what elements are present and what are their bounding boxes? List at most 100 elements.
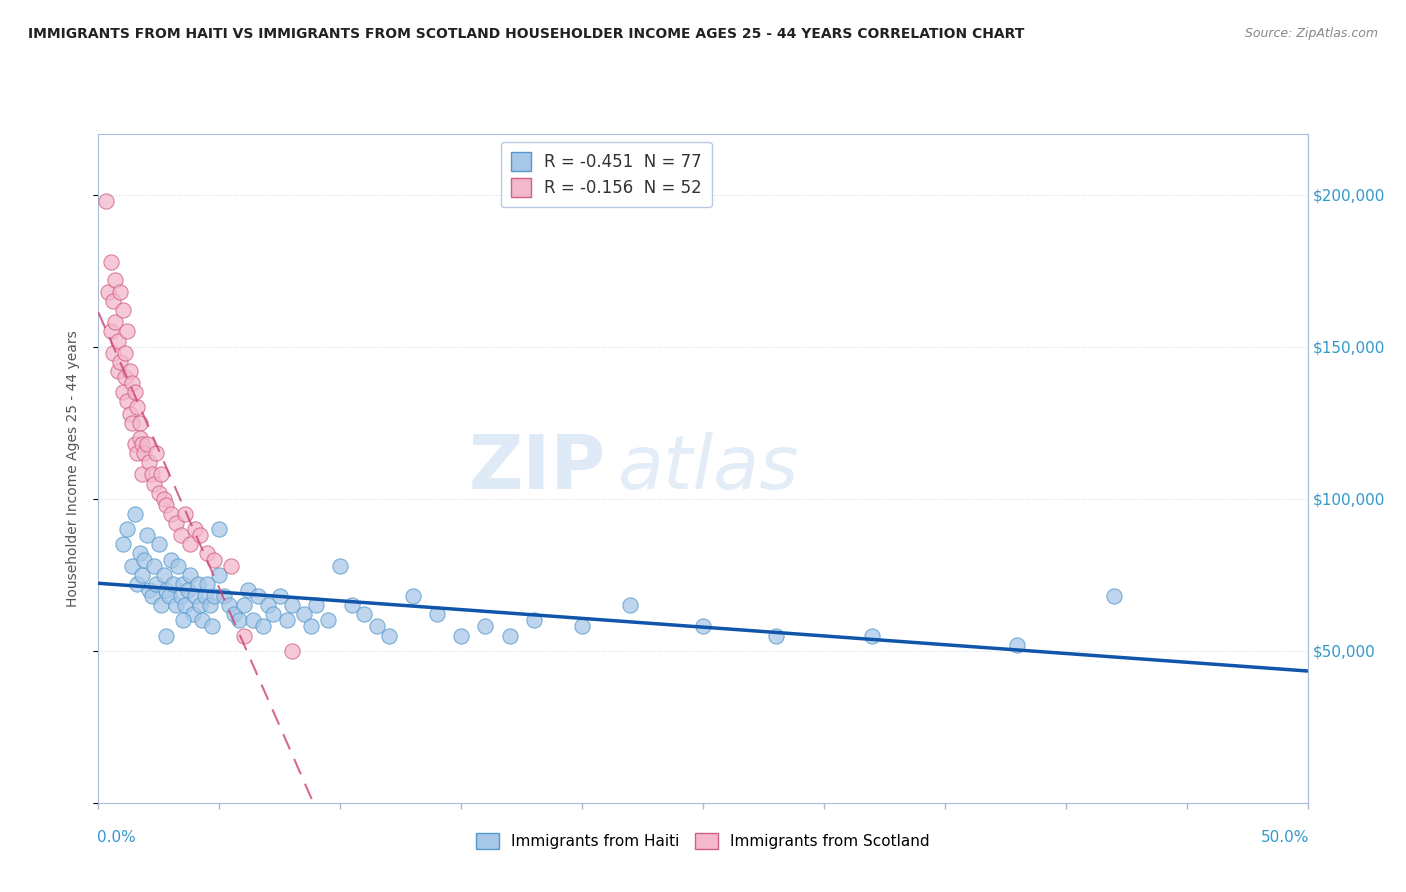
Point	[165, 516, 187, 530]
Point	[101, 345, 124, 359]
Point	[188, 528, 211, 542]
Point	[131, 567, 153, 582]
Point	[104, 273, 127, 287]
Text: atlas: atlas	[619, 433, 800, 504]
Point	[292, 607, 315, 622]
Point	[353, 607, 375, 622]
Point	[194, 589, 217, 603]
Point	[134, 552, 156, 566]
Point	[143, 558, 166, 573]
Point	[143, 476, 166, 491]
Point	[316, 613, 339, 627]
Point	[1007, 638, 1029, 652]
Point	[174, 598, 197, 612]
Point	[148, 537, 170, 551]
Point	[157, 589, 180, 603]
Point	[169, 589, 191, 603]
Point	[299, 619, 322, 633]
Point	[121, 416, 143, 430]
Point	[191, 613, 214, 627]
Point	[150, 467, 173, 482]
Point	[127, 401, 149, 415]
Point	[135, 528, 157, 542]
Point	[117, 522, 139, 536]
Point	[117, 325, 139, 339]
Point	[101, 294, 124, 309]
Point	[145, 446, 167, 460]
Point	[305, 598, 328, 612]
Point	[269, 589, 291, 603]
Point	[127, 446, 149, 460]
Point	[242, 613, 264, 627]
Point	[162, 577, 184, 591]
Point	[232, 598, 254, 612]
Point	[155, 498, 177, 512]
Point	[281, 644, 304, 658]
Point	[222, 607, 245, 622]
Point	[204, 552, 226, 566]
Point	[155, 582, 177, 597]
Point	[184, 522, 207, 536]
Point	[141, 467, 163, 482]
Point	[232, 628, 254, 642]
Point	[204, 589, 226, 603]
Point	[1102, 589, 1125, 603]
Point	[172, 613, 194, 627]
Point	[124, 437, 146, 451]
Legend: Immigrants from Haiti, Immigrants from Scotland: Immigrants from Haiti, Immigrants from S…	[470, 827, 936, 855]
Point	[212, 589, 235, 603]
Point	[377, 628, 399, 642]
Point	[181, 607, 204, 622]
Point	[169, 528, 191, 542]
Point	[94, 194, 117, 208]
Point	[221, 558, 243, 573]
Point	[155, 628, 177, 642]
Point	[131, 437, 153, 451]
Point	[104, 315, 127, 329]
Point	[145, 577, 167, 591]
Y-axis label: Householder Income Ages 25 - 44 years: Householder Income Ages 25 - 44 years	[66, 330, 80, 607]
Point	[198, 598, 221, 612]
Point	[111, 385, 134, 400]
Point	[100, 254, 122, 268]
Point	[247, 589, 270, 603]
Point	[619, 598, 641, 612]
Point	[195, 577, 218, 591]
Point	[256, 598, 278, 612]
Point	[208, 522, 231, 536]
Point	[111, 303, 134, 318]
Point	[238, 582, 260, 597]
Point	[523, 613, 546, 627]
Point	[152, 567, 174, 582]
Point	[124, 385, 146, 400]
Point	[150, 598, 173, 612]
Point	[179, 567, 201, 582]
Point	[138, 582, 160, 597]
Point	[474, 619, 496, 633]
Point	[329, 558, 352, 573]
Point	[138, 455, 160, 469]
Point	[118, 407, 141, 421]
Point	[342, 598, 364, 612]
Point	[692, 619, 714, 633]
Point	[121, 376, 143, 391]
Point	[131, 467, 153, 482]
Point	[128, 431, 150, 445]
Text: Source: ZipAtlas.com: Source: ZipAtlas.com	[1244, 27, 1378, 40]
Text: ZIP: ZIP	[470, 432, 606, 505]
Text: IMMIGRANTS FROM HAITI VS IMMIGRANTS FROM SCOTLAND HOUSEHOLDER INCOME AGES 25 - 4: IMMIGRANTS FROM HAITI VS IMMIGRANTS FROM…	[28, 27, 1025, 41]
Point	[108, 285, 131, 299]
Point	[208, 567, 231, 582]
Point	[276, 613, 298, 627]
Point	[100, 325, 122, 339]
Point	[262, 607, 284, 622]
Point	[111, 537, 134, 551]
Point	[135, 437, 157, 451]
Point	[765, 628, 787, 642]
Point	[188, 598, 211, 612]
Point	[571, 619, 593, 633]
Point	[121, 558, 143, 573]
Point	[124, 507, 146, 521]
Text: 50.0%: 50.0%	[1260, 830, 1309, 845]
Point	[160, 552, 183, 566]
